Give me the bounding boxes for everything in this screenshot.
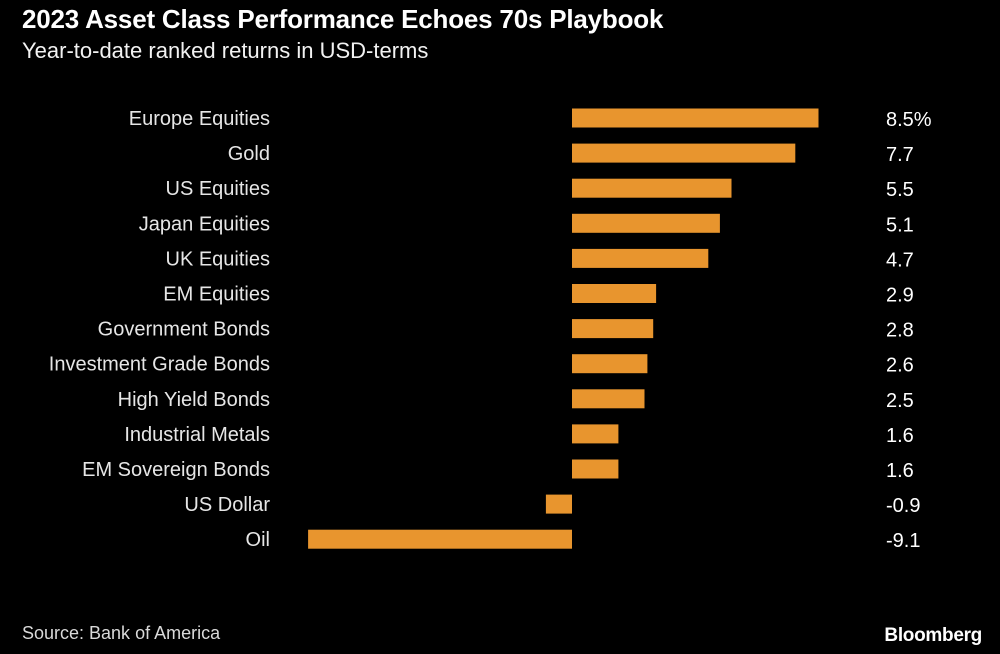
chart-subtitle: Year-to-date ranked returns in USD-terms xyxy=(22,38,429,63)
value-label-government-bonds: 2.8 xyxy=(886,320,914,342)
category-label-us-equities: US Equities xyxy=(166,178,271,200)
source-note: Source: Bank of America xyxy=(22,623,221,643)
bar-oil xyxy=(308,529,572,549)
category-label-em-equities: EM Equities xyxy=(163,284,270,306)
category-label-oil: Oil xyxy=(246,529,270,551)
bar-us-equities xyxy=(572,178,732,198)
category-label-uk-equities: UK Equities xyxy=(166,248,271,270)
category-label-europe-equities: Europe Equities xyxy=(129,108,270,130)
category-label-investment-grade-bonds: Investment Grade Bonds xyxy=(49,354,270,376)
category-label-us-dollar: US Dollar xyxy=(184,494,270,516)
value-label-em-sovereign-bonds: 1.6 xyxy=(886,460,914,482)
value-label-us-equities: 5.5 xyxy=(886,179,914,201)
bar-high-yield-bonds xyxy=(572,389,645,409)
category-label-government-bonds: Government Bonds xyxy=(98,319,270,341)
bar-us-dollar xyxy=(545,494,572,514)
value-label-europe-equities: 8.5% xyxy=(886,109,932,131)
bar-government-bonds xyxy=(572,319,654,339)
value-label-uk-equities: 4.7 xyxy=(886,249,914,271)
value-label-us-dollar: -0.9 xyxy=(886,495,920,517)
value-label-em-equities: 2.9 xyxy=(886,285,914,307)
bar-industrial-metals xyxy=(572,424,619,444)
category-label-industrial-metals: Industrial Metals xyxy=(124,424,270,446)
value-label-gold: 7.7 xyxy=(886,144,914,166)
category-label-high-yield-bonds: High Yield Bonds xyxy=(118,389,270,411)
value-label-investment-grade-bonds: 2.6 xyxy=(886,355,914,377)
bar-em-sovereign-bonds xyxy=(572,459,619,479)
category-label-em-sovereign-bonds: EM Sovereign Bonds xyxy=(82,459,270,481)
bar-gold xyxy=(572,143,796,163)
value-label-industrial-metals: 1.6 xyxy=(886,425,914,447)
value-label-high-yield-bonds: 2.5 xyxy=(886,390,914,412)
value-label-oil: -9.1 xyxy=(886,530,920,552)
chart-title: 2023 Asset Class Performance Echoes 70s … xyxy=(22,4,664,34)
bar-em-equities xyxy=(572,284,657,303)
bar-uk-equities xyxy=(572,248,709,268)
bar-japan-equities xyxy=(572,213,720,233)
bar-europe-equities xyxy=(572,108,819,128)
category-label-gold: Gold xyxy=(228,143,270,165)
bloomberg-logo: Bloomberg xyxy=(884,625,982,646)
bar-investment-grade-bonds xyxy=(572,354,648,374)
category-label-japan-equities: Japan Equities xyxy=(139,213,270,235)
value-label-japan-equities: 5.1 xyxy=(886,214,914,236)
